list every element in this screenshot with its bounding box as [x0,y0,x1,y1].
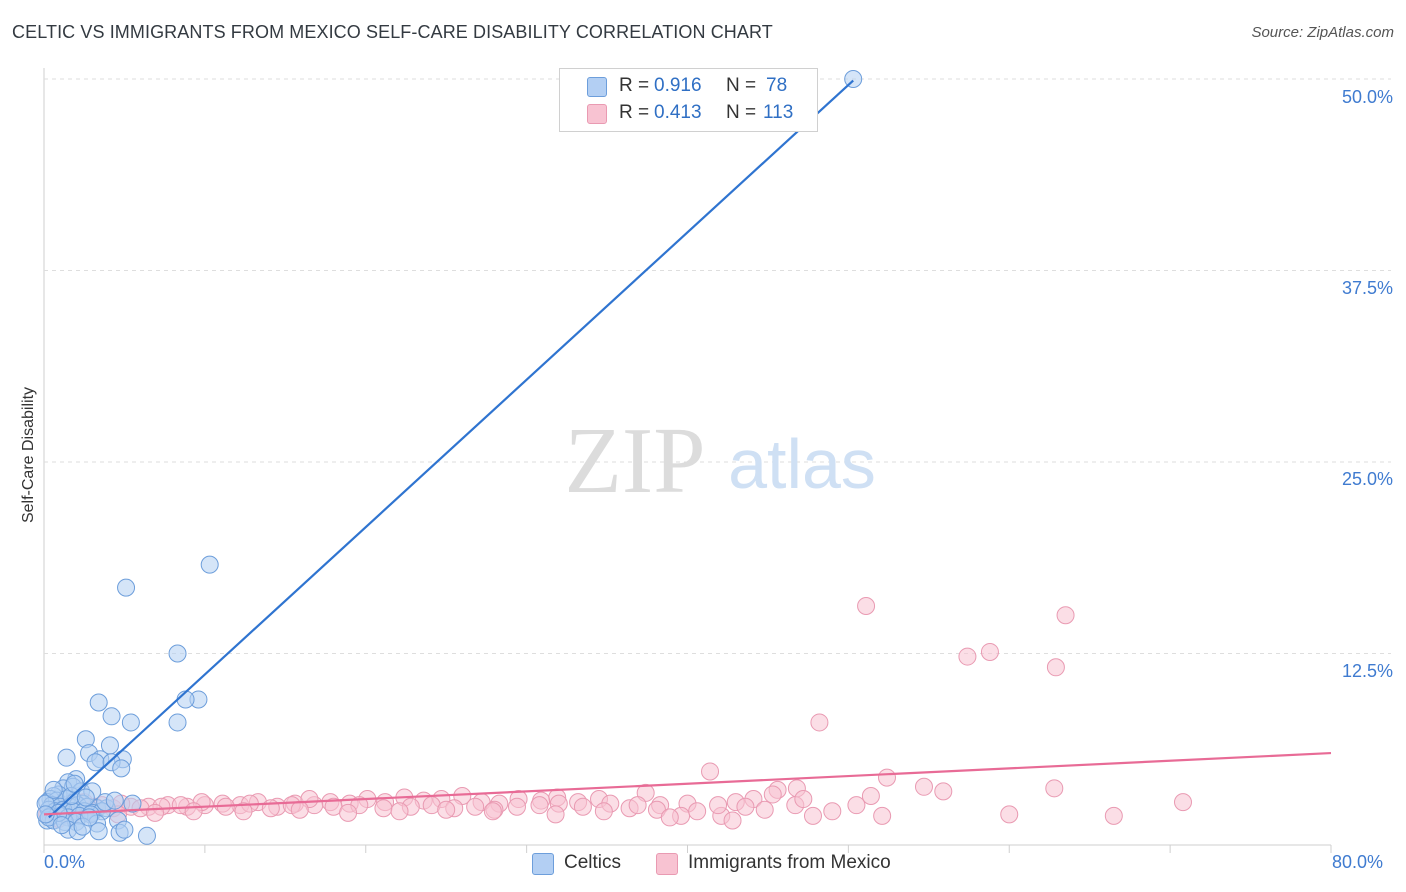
mexico-point [374,799,393,818]
mexico-point [861,786,880,805]
mexico-point [507,797,526,816]
legend-swatch-mexico [587,104,607,124]
legend-r-value: 0.413 [654,102,702,123]
bottom-legend-swatch-celtics [532,853,554,875]
celtics-point [168,713,187,732]
mexico-point [390,802,409,821]
celtics-point [65,774,84,793]
mexico-point [803,806,822,825]
legend-n-value: 113 [763,102,794,123]
mexico-point [1046,658,1065,677]
celtics-point [102,707,121,726]
mexico-point [594,802,613,821]
celtics-trend-line [48,79,854,819]
celtics-point [115,820,134,839]
mexico-point [146,803,165,822]
correlation-legend: R = 0.916 N = 78 R = 0.413 N = 113 [559,68,818,132]
mexico-point [823,802,842,821]
mexico-point [466,797,485,816]
trend-lines [43,79,1332,819]
mexico-point [877,768,896,787]
x-tick-label-min: 0.0% [44,852,86,872]
mexico-point [437,800,456,819]
watermark-zip: ZIP [565,409,706,513]
mexico-point [530,796,549,815]
mexico-point [184,802,203,821]
celtics-point [105,791,124,810]
legend-row-mexico: R = 0.413 N = 113 [560,100,817,127]
mexico-point [958,647,977,666]
mexico-point [1173,793,1192,812]
watermark-atlas: atlas [728,425,876,503]
mexico-point [339,803,358,822]
legend-n-value: 78 [766,75,788,96]
mexico-point [857,597,876,616]
bottom-legend-mexico: Immigrants from Mexico [688,852,891,873]
legend-n-label: N = [726,102,757,123]
mexico-point [980,642,999,661]
mexico-point [709,796,728,815]
y-axis-label: Self-Care Disability [20,386,37,524]
mexico-point [736,797,755,816]
y-tick-label: 12.5% [1341,661,1393,681]
mexico-point [755,800,774,819]
mexico-points [38,597,1192,830]
gridlines [43,68,1391,846]
celtics-point [121,713,140,732]
bottom-legend-swatch-mexico [656,853,678,875]
source-credit: Source: ZipAtlas.com [1251,24,1394,41]
mexico-point [234,802,253,821]
mexico-point [810,713,829,732]
mexico-point [763,785,782,804]
legend-row-celtics: R = 0.916 N = 78 [560,73,817,100]
mexico-point [873,806,892,825]
legend-r-value: 0.916 [654,75,702,96]
celtics-point [112,759,131,778]
y-tick-label: 37.5% [1341,278,1393,298]
x-tick-marks [43,845,1332,853]
chart-title: CELTIC VS IMMIGRANTS FROM MEXICO SELF-CA… [12,22,773,42]
mexico-point [483,802,502,821]
mexico-point [688,802,707,821]
legend-r-label: R = [619,102,650,123]
celtics-point [200,555,219,574]
mexico-trend-line [43,751,1332,816]
mexico-point [546,805,565,824]
mexico-point [290,800,309,819]
mexico-point [914,777,933,796]
legend-r-label: R = [619,75,650,96]
mexico-point [1056,606,1075,625]
celtics-point [137,826,156,845]
mexico-point [934,782,953,801]
mexico-point [847,796,866,815]
bottom-legend-celtics: Celtics [564,852,622,873]
mexico-point [1000,805,1019,824]
y-tick-label: 25.0% [1341,469,1393,489]
x-tick-label-max: 80.0% [1332,852,1384,872]
celtics-point [123,794,142,813]
legend-n-label: N = [726,75,757,96]
celtics-point [168,644,187,663]
mexico-point [660,808,679,827]
mexico-point [1104,806,1123,825]
celtics-point [57,748,76,767]
mexico-point [723,811,742,830]
mexico-point [573,797,592,816]
y-tick-label: 50.0% [1341,87,1393,107]
mexico-point [628,796,647,815]
celtics-point [52,816,71,835]
mexico-point [701,762,720,781]
mexico-point [1045,779,1064,798]
celtics-point [76,788,95,807]
celtics-point [89,693,108,712]
mexico-point [794,790,813,809]
legend-swatch-celtics [587,77,607,97]
celtics-point [117,578,136,597]
celtics-point [44,780,63,799]
